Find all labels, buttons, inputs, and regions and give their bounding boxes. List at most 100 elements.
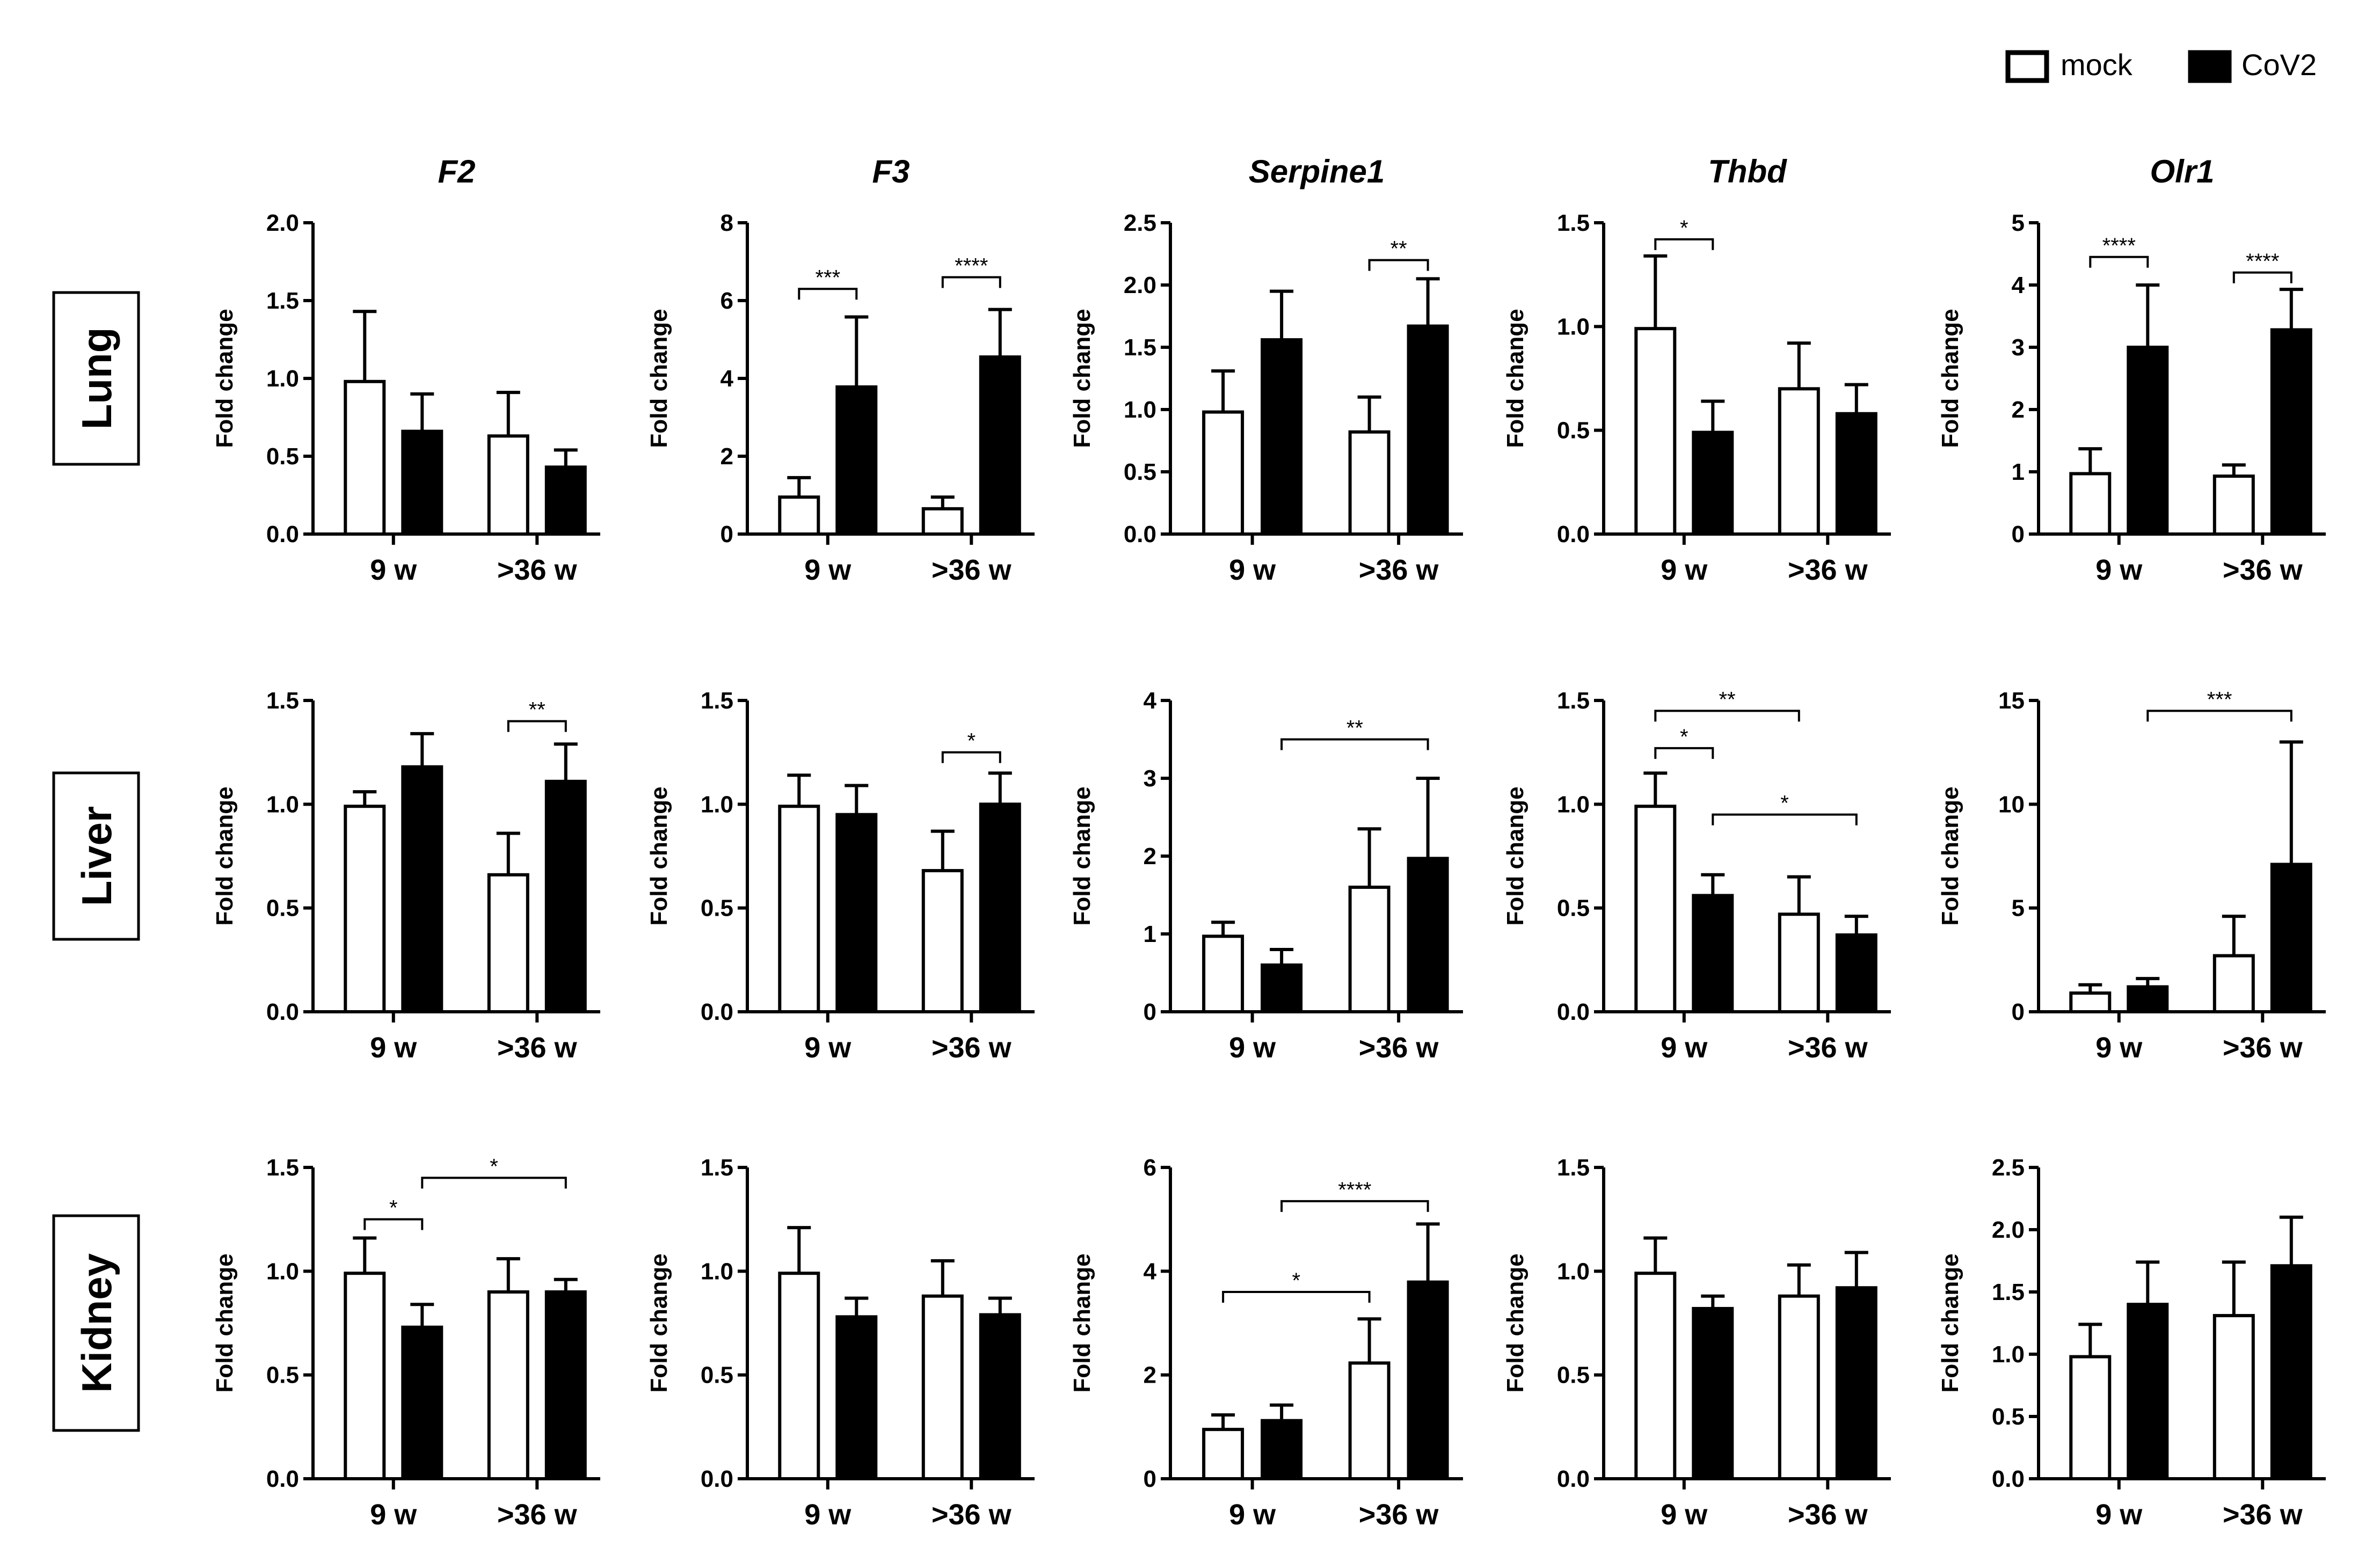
y-tick-label: 15 [1998,688,2025,714]
significance-bracket [798,288,858,300]
y-tick-label: 4 [2012,272,2025,298]
bar-cov2 [1835,933,1877,1014]
significance-label: * [490,1155,498,1178]
column-titles: F2 F3 Serpine1 Thbd Olr1 [438,154,2214,189]
y-tick-label: 6 [1144,1155,1156,1181]
y-tick-label: 0.0 [1992,1466,2025,1492]
x-tick-label: >36 w [497,554,578,586]
column-title: Thbd [1708,154,1787,189]
bar-cov2 [2270,863,2312,1013]
y-tick-label: 8 [720,210,733,236]
bar-mock [1634,1272,1677,1480]
significance-label: * [967,729,976,753]
y-axis-label: Fold change [1069,1253,1095,1392]
bar-cov2 [1407,324,1449,536]
y-tick-label: 1.5 [266,288,299,314]
x-tick-label: 9 w [1661,1499,1708,1531]
bar-cov2 [401,765,443,1013]
y-tick-label: 0.0 [1124,521,1156,547]
chart-panel: 0.0 0.5 1.0 1.5 2.0 2.5 Fold change 9 w >36 w [1937,1155,2326,1531]
y-tick-label: 2.0 [266,210,299,236]
x-tick-label: 9 w [1229,1499,1276,1531]
significance-bracket [1654,710,1800,722]
y-tick-label: 0.0 [1557,1466,1590,1492]
y-tick-label: 0.5 [266,895,299,922]
y-tick-label: 1.0 [1124,397,1156,423]
significance-label: **** [2246,250,2279,273]
significance-label: * [389,1196,398,1220]
row-label: Lung [73,327,120,430]
significance-bracket [2089,255,2149,268]
bar-cov2 [1261,963,1303,1013]
x-tick-label: >36 w [2223,554,2303,586]
bar-mock [1348,430,1391,536]
x-tick-label: >36 w [2223,1499,2303,1531]
row-label-box [52,1214,140,1432]
significance-label: **** [2102,234,2136,258]
x-tick-label: 9 w [370,554,417,586]
bar-mock [344,1272,386,1480]
y-tick-label: 1.5 [1124,334,1156,361]
bar-cov2 [1692,894,1734,1014]
legend: mock CoV2 [2005,48,2317,83]
x-tick-label: 9 w [2095,1499,2143,1531]
bar-mock [2069,991,2112,1013]
y-tick-label: 1.5 [1557,688,1590,714]
y-tick-label: 2 [1144,1362,1156,1389]
y-tick-label: 0.0 [701,1466,733,1492]
chart-panel: 0 5 10 15 Fold change 9 w >36 w *** [1937,688,2326,1064]
bar-mock [2212,1314,2255,1481]
bar-mock [921,507,964,536]
significance-bracket [2146,710,2292,722]
y-tick-label: 0 [1144,999,1156,1025]
bar-mock [344,805,386,1013]
row-labels: Lung Liver Kidney [52,291,140,1432]
y-tick-label: 0 [2012,999,2025,1025]
y-axis-label: Fold change [1937,309,1963,448]
y-tick-label: 1.5 [1557,210,1590,236]
y-tick-label: 1.0 [1557,1258,1590,1284]
y-tick-label: 0.0 [1557,521,1590,547]
chart-panel: 0.0 0.5 1.0 1.5 Fold change 9 w >36 w [646,1155,1035,1531]
chart-panel: 0 1 2 3 4 5 Fold change 9 w >36 w **** **** [1937,210,2326,586]
y-axis-label: Fold change [212,786,238,925]
y-tick-label: 1.0 [1992,1341,2025,1368]
x-tick-label: 9 w [1661,1032,1708,1064]
bar-cov2 [1692,430,1734,536]
y-tick-label: 1.5 [1992,1279,2025,1305]
bar-cov2 [2127,346,2169,536]
bar-mock [1778,387,1820,536]
significance-label: ** [1347,717,1363,740]
significance-label: * [1680,725,1688,749]
y-tick-label: 2.5 [1992,1155,2025,1181]
bar-cov2 [1407,1280,1449,1480]
y-tick-label: 0.5 [266,443,299,470]
bar-mock [487,1290,529,1480]
bar-cov2 [1692,1306,1734,1481]
y-tick-label: 1.5 [1557,1155,1590,1181]
bar-cov2 [2270,1264,2312,1481]
bar-mock [344,379,386,536]
x-tick-label: 9 w [1229,1032,1276,1064]
bar-mock [2212,954,2255,1013]
legend-mock-label: mock [2061,48,2133,82]
bar-cov2 [979,1313,1021,1481]
y-axis-label: Fold change [1069,309,1095,448]
x-tick-label: >36 w [497,1499,578,1531]
y-axis-label: Fold change [1937,786,1963,925]
significance-label: **** [955,254,988,278]
y-tick-label: 0.0 [1557,999,1590,1025]
bar-mock [1634,805,1677,1013]
x-tick-label: >36 w [1788,1032,1868,1064]
significance-label: ** [1719,688,1735,711]
bar-cov2 [2127,985,2169,1013]
column-title: F2 [438,154,475,189]
y-tick-label: 5 [2012,210,2025,236]
panel-grid: 0.0 0.5 1.0 1.5 2.0 Fold change 9 w >36 w 0 2 4 6 8 F… [212,210,2326,1531]
bar-mock [921,1294,964,1481]
significance-label: * [1292,1269,1301,1292]
chart-panel: 0.0 0.5 1.0 1.5 2.0 Fold change 9 w >36 w [212,210,600,586]
